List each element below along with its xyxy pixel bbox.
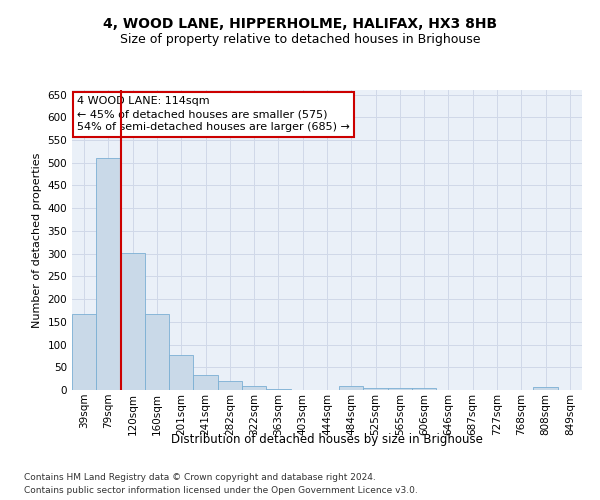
Bar bbox=[364, 388, 388, 390]
Bar bbox=[96, 158, 121, 390]
Bar bbox=[121, 252, 145, 390]
Bar bbox=[412, 388, 436, 390]
Bar bbox=[145, 314, 169, 390]
Bar bbox=[169, 354, 193, 390]
Y-axis label: Number of detached properties: Number of detached properties bbox=[32, 152, 42, 328]
Text: Contains HM Land Registry data © Crown copyright and database right 2024.: Contains HM Land Registry data © Crown c… bbox=[24, 472, 376, 482]
Text: Contains public sector information licensed under the Open Government Licence v3: Contains public sector information licen… bbox=[24, 486, 418, 495]
Bar bbox=[339, 386, 364, 390]
Text: Distribution of detached houses by size in Brighouse: Distribution of detached houses by size … bbox=[171, 432, 483, 446]
Bar bbox=[72, 314, 96, 390]
Text: 4 WOOD LANE: 114sqm
← 45% of detached houses are smaller (575)
54% of semi-detac: 4 WOOD LANE: 114sqm ← 45% of detached ho… bbox=[77, 96, 350, 132]
Text: Size of property relative to detached houses in Brighouse: Size of property relative to detached ho… bbox=[120, 32, 480, 46]
Bar bbox=[193, 376, 218, 390]
Bar bbox=[218, 381, 242, 390]
Bar bbox=[388, 388, 412, 390]
Bar bbox=[242, 386, 266, 390]
Text: 4, WOOD LANE, HIPPERHOLME, HALIFAX, HX3 8HB: 4, WOOD LANE, HIPPERHOLME, HALIFAX, HX3 … bbox=[103, 18, 497, 32]
Bar bbox=[266, 389, 290, 390]
Bar bbox=[533, 387, 558, 390]
